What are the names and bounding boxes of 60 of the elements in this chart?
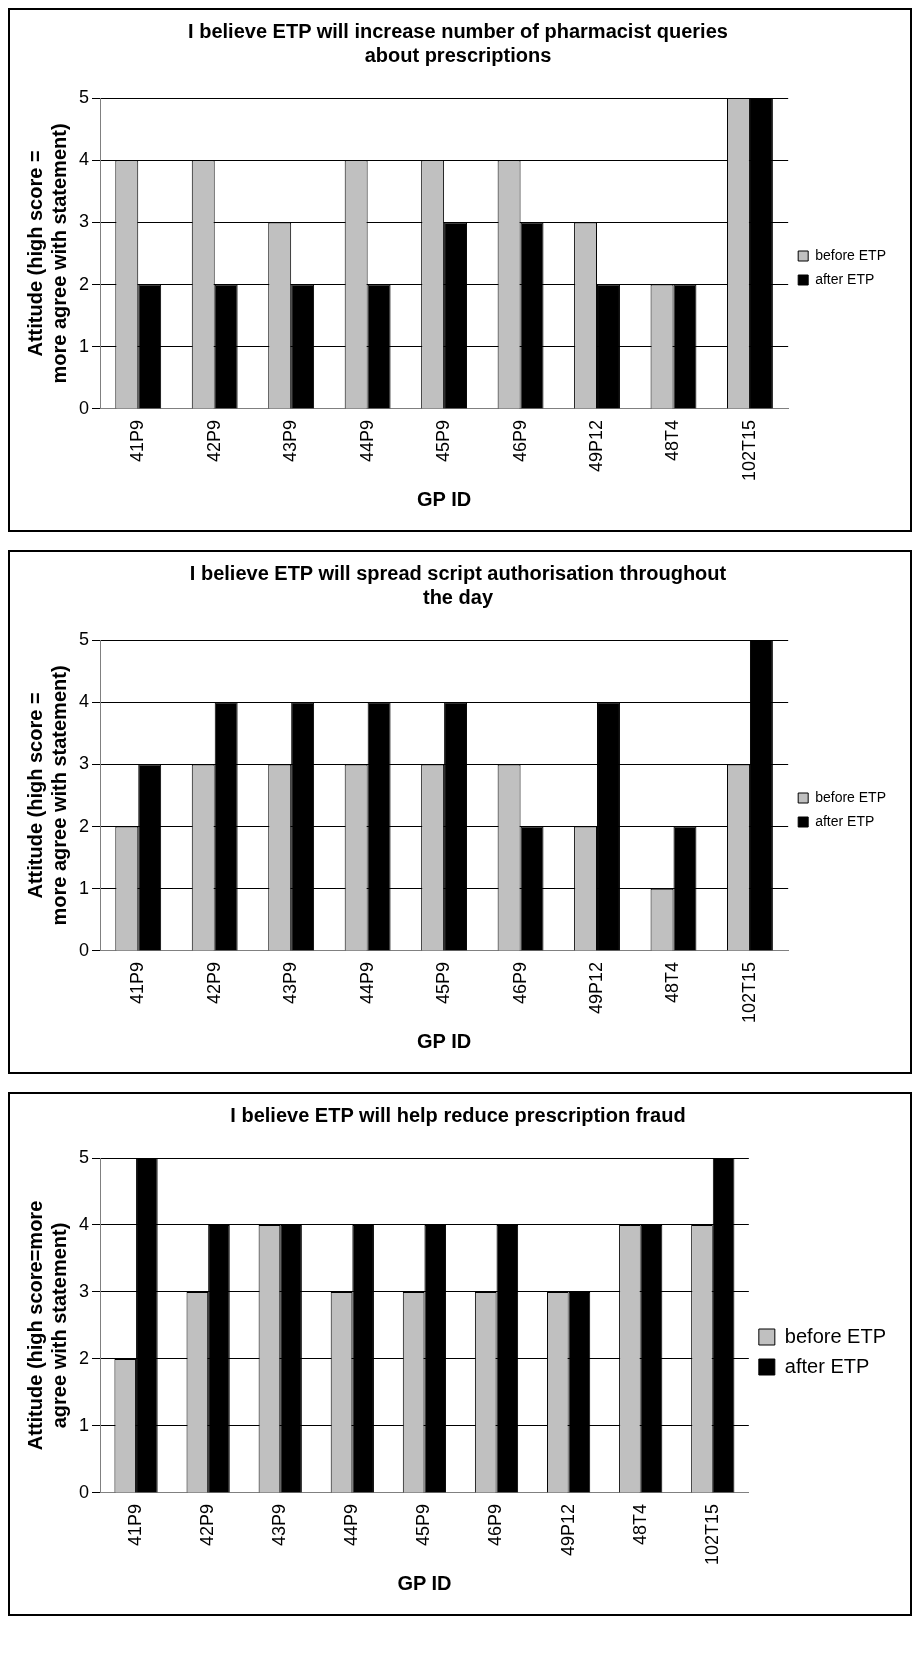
x-tick-label: 42P9 — [203, 961, 224, 1004]
y-tick-label: 1 — [79, 877, 90, 898]
y-tick-label: 5 — [79, 1146, 90, 1167]
y-tick-label: 5 — [79, 628, 90, 649]
y-tick-label: 3 — [79, 211, 90, 232]
y-tick-label: 2 — [79, 1347, 90, 1368]
y-tick-label: 2 — [79, 273, 90, 294]
legend-label: after ETP — [784, 1354, 870, 1377]
x-tick-label: 102T15 — [738, 419, 759, 482]
x-tick-label: 42P9 — [203, 419, 224, 462]
y-tick-label: 0 — [79, 1481, 90, 1502]
x-tick-label: 45P9 — [433, 419, 454, 462]
x-tick-label: 46P9 — [509, 419, 530, 462]
legend-label: after ETP — [815, 270, 875, 287]
legend-label: before ETP — [784, 1324, 887, 1347]
x-tick-label: 45P9 — [433, 961, 454, 1004]
x-tick-label: 48T4 — [629, 1503, 650, 1545]
x-axis-title: GP ID — [417, 1029, 472, 1052]
x-tick-label: 49P12 — [586, 419, 606, 473]
x-tick-label: 43P9 — [269, 1503, 290, 1546]
chart-title: I believe ETP will help reduce prescription fraud — [230, 1103, 686, 1126]
y-tick-label: 2 — [79, 815, 90, 836]
x-tick-label: 41P9 — [127, 419, 148, 462]
x-tick-label: 48T4 — [662, 419, 683, 461]
y-axis-title: Attitude (high score=more agree with statement) — [23, 1200, 70, 1451]
y-tick-label: 0 — [79, 939, 90, 960]
x-tick-label: 44P9 — [356, 419, 377, 462]
y-tick-label: 3 — [79, 753, 90, 774]
x-tick-label: 49P12 — [586, 961, 606, 1015]
y-axis-title: Attitude (high score = more agree with statement) — [23, 123, 70, 384]
x-tick-label: 44P9 — [356, 961, 377, 1004]
y-axis-title: Attitude (high score = more agree with statement) — [23, 665, 70, 926]
y-tick-label: 4 — [79, 691, 90, 712]
x-tick-label: 41P9 — [125, 1503, 146, 1546]
y-tick-label: 3 — [79, 1280, 90, 1301]
y-tick-label: 1 — [79, 1414, 90, 1435]
y-tick-label: 1 — [79, 335, 90, 356]
x-axis-title: GP ID — [417, 487, 472, 510]
chart-title: I believe ETP will increase number of pharmacist queries about prescriptions — [188, 19, 728, 66]
x-tick-label: 42P9 — [197, 1503, 218, 1546]
y-tick-label: 5 — [79, 86, 90, 107]
x-tick-label: 49P12 — [557, 1503, 578, 1557]
legend-label: before ETP — [815, 246, 887, 263]
x-tick-label: 43P9 — [280, 419, 301, 462]
x-axis-title: GP ID — [397, 1571, 452, 1594]
x-tick-label: 46P9 — [485, 1503, 506, 1546]
y-tick-label: 4 — [79, 149, 90, 170]
y-tick-label: 4 — [79, 1213, 90, 1234]
y-tick-label: 0 — [79, 397, 90, 418]
x-tick-label: 41P9 — [127, 961, 148, 1004]
x-tick-label: 45P9 — [413, 1503, 434, 1546]
x-tick-label: 102T15 — [701, 1503, 722, 1566]
legend-label: before ETP — [815, 788, 887, 805]
x-tick-label: 43P9 — [280, 961, 301, 1004]
chart-title: I believe ETP will spread script authorisation throughout the day — [189, 561, 727, 608]
legend-label: after ETP — [815, 812, 875, 829]
x-tick-label: 46P9 — [509, 961, 530, 1004]
x-tick-label: 44P9 — [341, 1503, 362, 1546]
x-tick-label: 102T15 — [738, 961, 759, 1024]
x-tick-label: 48T4 — [662, 961, 683, 1003]
